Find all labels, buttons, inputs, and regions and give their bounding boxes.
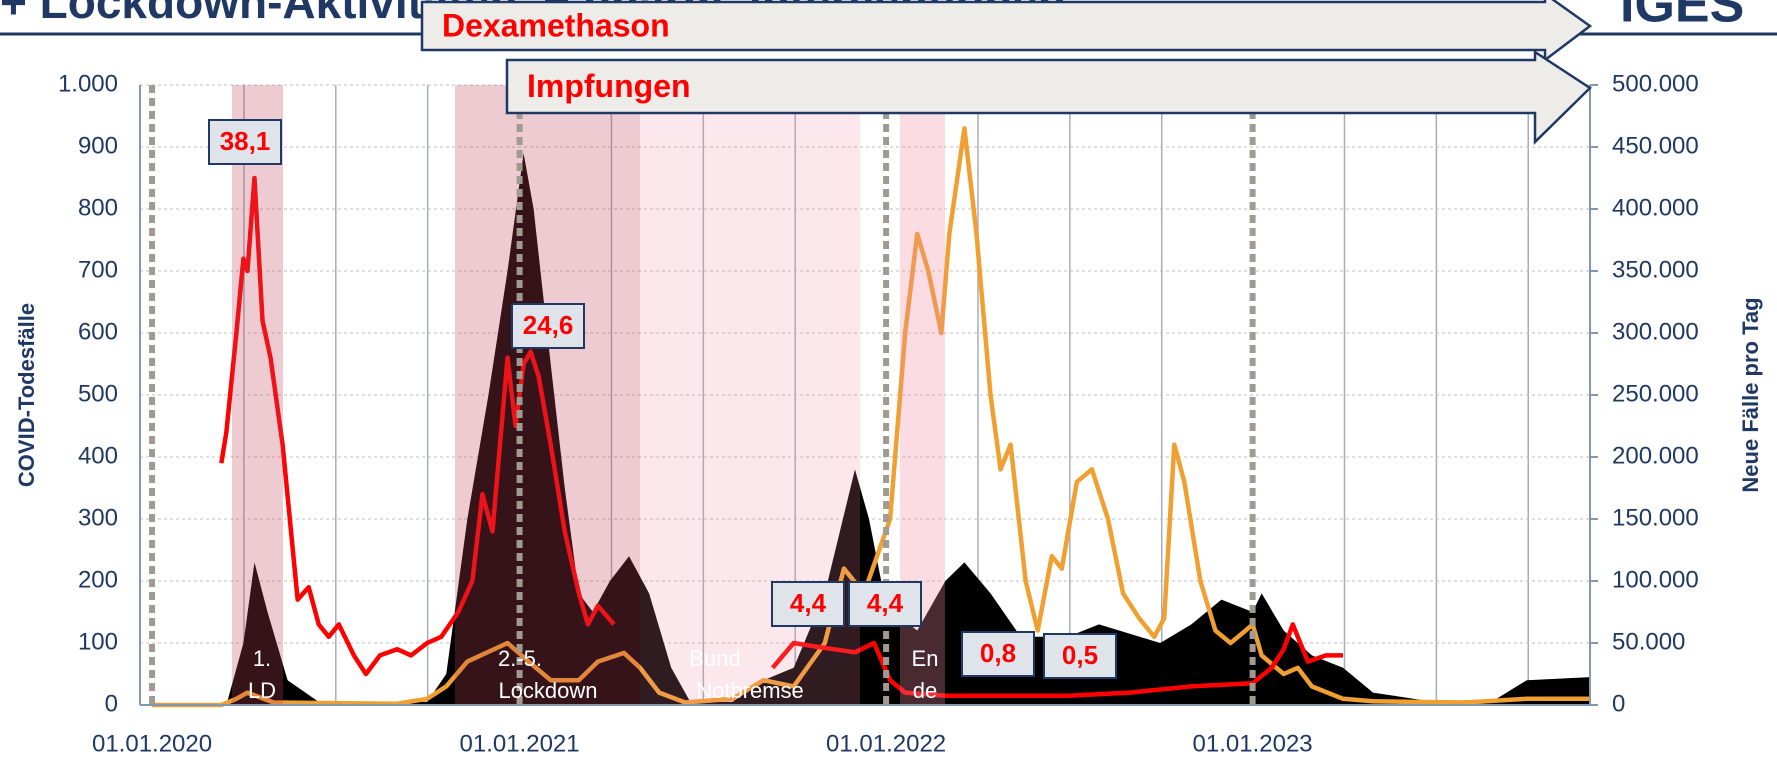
period-band (232, 85, 283, 705)
callout-box (771, 581, 845, 627)
callout-text: 4,4 (867, 588, 904, 618)
period-label: Lockdown (498, 678, 597, 703)
y2-axis-title: Neue Fälle pro Tag (1738, 297, 1763, 492)
period-label: 1. (253, 646, 271, 671)
arrow-label: Dexamethason (442, 7, 670, 43)
callout-text: 0,8 (980, 638, 1016, 668)
callout-text: 38,1 (220, 126, 271, 156)
period-label: 2.-5. (498, 646, 542, 671)
y-tick-label: 400 (78, 442, 118, 469)
logo: IGES (1620, 0, 1744, 34)
y2-tick-label: 500.000 (1612, 70, 1699, 97)
period-label: Bund (689, 646, 740, 671)
y-tick-label: 200 (78, 566, 118, 593)
callout-text: 24,6 (523, 310, 574, 340)
y-tick-label: 100 (78, 628, 118, 655)
x-tick-label: 01.01.2022 (826, 730, 946, 757)
callout-text: 0,5 (1062, 640, 1098, 670)
y-tick-label: 0 (105, 690, 118, 717)
line (219, 175, 616, 677)
callout-box (848, 581, 922, 627)
period-band (455, 85, 640, 705)
y2-tick-label: 0 (1612, 690, 1625, 717)
arrow (420, 0, 1593, 63)
callout-text: 4,4 (790, 588, 827, 618)
y-tick-label: 1.000 (58, 70, 118, 97)
arrow-label: Impfungen (527, 68, 691, 104)
area (152, 153, 1591, 705)
y2-tick-label: 100.000 (1612, 566, 1699, 593)
y2-tick-label: 450.000 (1612, 132, 1699, 159)
y-tick-label: 500 (78, 380, 118, 407)
y2-tick-label: 200.000 (1612, 442, 1699, 469)
line (152, 126, 1590, 708)
x-tick-label: 01.01.2020 (92, 730, 212, 757)
y2-tick-label: 50.000 (1612, 628, 1685, 655)
period-label: LD (248, 678, 276, 703)
callout-box (511, 303, 585, 349)
x-tick-label: 01.01.2021 (460, 730, 580, 757)
arrow (505, 49, 1592, 145)
callout-box (961, 631, 1035, 677)
y2-tick-label: 350.000 (1612, 256, 1699, 283)
callout-box (1043, 633, 1117, 679)
period-label: de (913, 678, 937, 703)
y-tick-label: 600 (78, 318, 118, 345)
line (770, 622, 1343, 698)
y2-tick-label: 150.000 (1612, 504, 1699, 531)
y2-tick-label: 400.000 (1612, 194, 1699, 221)
y-tick-label: 800 (78, 194, 118, 221)
period-label: En (912, 646, 939, 671)
y2-tick-label: 250.000 (1612, 380, 1699, 407)
callout-box (208, 119, 282, 165)
x-tick-label: 01.01.2023 (1193, 730, 1313, 757)
y2-tick-label: 300.000 (1612, 318, 1699, 345)
y-tick-label: 900 (78, 132, 118, 159)
y-tick-label: 300 (78, 504, 118, 531)
y-tick-label: 700 (78, 256, 118, 283)
period-label: Notbremse (696, 678, 804, 703)
y-axis-title: COVID-Todesfälle (14, 303, 39, 487)
